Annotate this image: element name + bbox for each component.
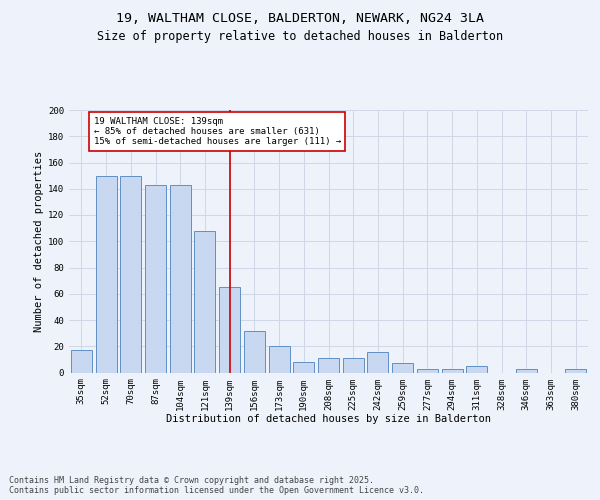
Bar bbox=[95, 176, 116, 372]
Bar bbox=[120, 176, 141, 372]
Bar bbox=[343, 358, 364, 372]
Bar bbox=[170, 185, 191, 372]
Bar bbox=[194, 231, 215, 372]
Bar bbox=[244, 330, 265, 372]
Text: Size of property relative to detached houses in Balderton: Size of property relative to detached ho… bbox=[97, 30, 503, 43]
Y-axis label: Number of detached properties: Number of detached properties bbox=[34, 150, 44, 332]
X-axis label: Distribution of detached houses by size in Balderton: Distribution of detached houses by size … bbox=[166, 414, 491, 424]
Bar bbox=[565, 368, 586, 372]
Bar bbox=[417, 368, 438, 372]
Bar bbox=[219, 287, 240, 372]
Text: Contains HM Land Registry data © Crown copyright and database right 2025.
Contai: Contains HM Land Registry data © Crown c… bbox=[9, 476, 424, 495]
Bar bbox=[145, 185, 166, 372]
Bar bbox=[392, 364, 413, 372]
Text: 19, WALTHAM CLOSE, BALDERTON, NEWARK, NG24 3LA: 19, WALTHAM CLOSE, BALDERTON, NEWARK, NG… bbox=[116, 12, 484, 26]
Bar bbox=[71, 350, 92, 372]
Bar bbox=[516, 368, 537, 372]
Bar bbox=[269, 346, 290, 372]
Bar bbox=[442, 368, 463, 372]
Bar bbox=[318, 358, 339, 372]
Bar bbox=[466, 366, 487, 372]
Text: 19 WALTHAM CLOSE: 139sqm
← 85% of detached houses are smaller (631)
15% of semi-: 19 WALTHAM CLOSE: 139sqm ← 85% of detach… bbox=[94, 116, 341, 146]
Bar bbox=[293, 362, 314, 372]
Bar bbox=[367, 352, 388, 372]
